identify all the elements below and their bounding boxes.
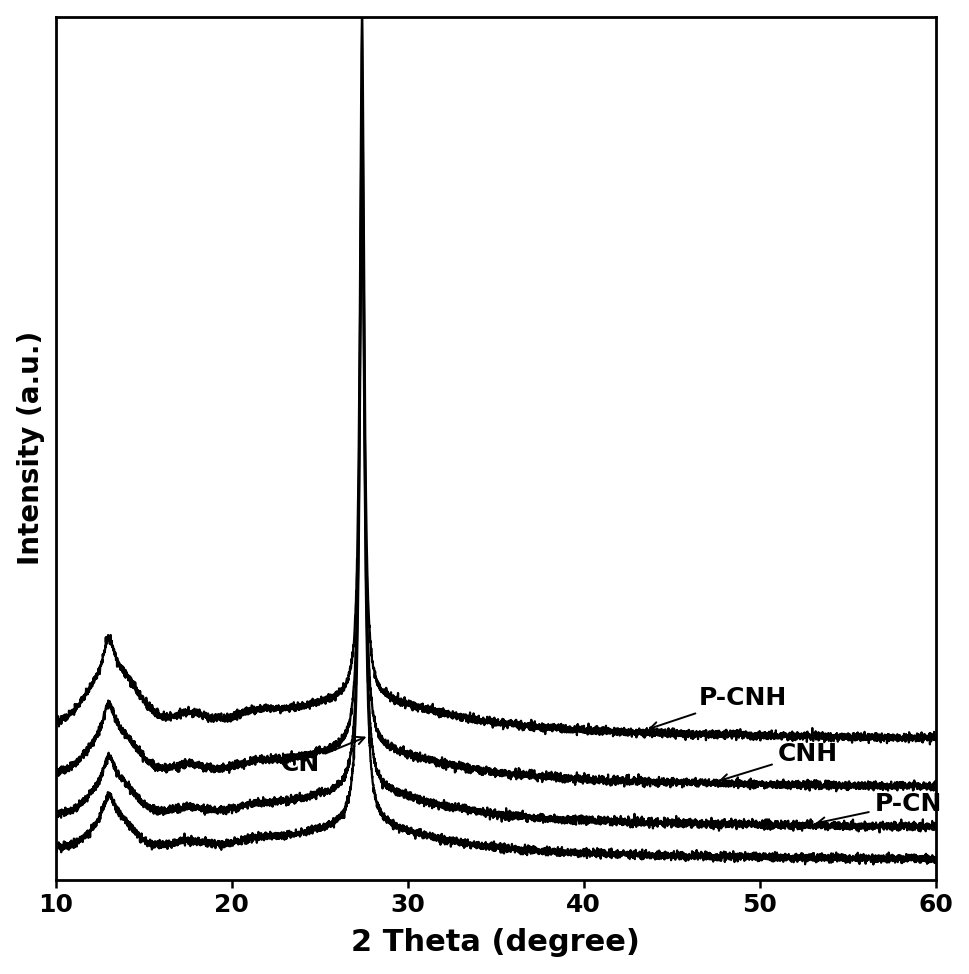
- X-axis label: 2 Theta (degree): 2 Theta (degree): [351, 928, 640, 957]
- Text: P-CNH: P-CNH: [649, 686, 786, 730]
- Text: CN: CN: [280, 737, 364, 776]
- Y-axis label: Intensity (a.u.): Intensity (a.u.): [16, 331, 45, 566]
- Text: CNH: CNH: [720, 741, 837, 782]
- Text: P-CN: P-CN: [817, 792, 941, 825]
